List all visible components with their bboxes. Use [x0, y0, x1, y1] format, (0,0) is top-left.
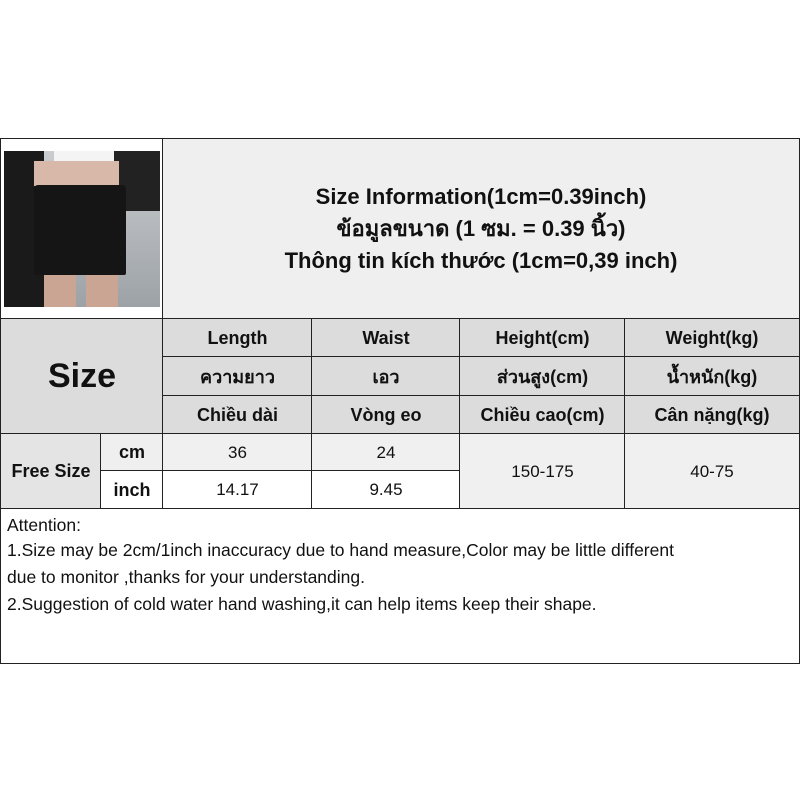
waist-inch: 9.45: [311, 470, 461, 510]
header-length-vi: Chiều dài: [162, 395, 313, 435]
size-information-title: Size Information(1cm=0.39inch) ข้อมูลขนา…: [162, 138, 800, 320]
note-1-continued: due to monitor ,thanks for your understa…: [7, 567, 365, 587]
header-height-th: ส่วนสูง(cm): [459, 356, 626, 397]
header-waist-th: เอว: [311, 356, 461, 397]
length-cm: 36: [162, 433, 313, 472]
weight-range: 40-75: [624, 433, 800, 510]
note-1: 1.Size may be 2cm/1inch inaccuracy due t…: [7, 540, 674, 560]
header-length-en: Length: [162, 318, 313, 358]
product-photo-cell: [0, 138, 164, 320]
unit-cm: cm: [100, 433, 164, 472]
free-size-label: Free Size: [0, 433, 102, 510]
title-thai: ข้อมูลขนาด (1 ซม. = 0.39 นิ้ว): [336, 216, 626, 241]
header-waist-vi: Vòng eo: [311, 395, 461, 435]
height-range: 150-175: [459, 433, 626, 510]
note-2: 2.Suggestion of cold water hand washing,…: [7, 594, 597, 614]
header-waist-en: Waist: [311, 318, 461, 358]
title-vietnamese: Thông tin kích thước (1cm=0,39 inch): [284, 248, 678, 273]
header-weight-vi: Cân nặng(kg): [624, 395, 800, 435]
header-weight-en: Weight(kg): [624, 318, 800, 358]
header-weight-th: น้ำหนัก(kg): [624, 356, 800, 397]
header-height-vi: Chiều cao(cm): [459, 395, 626, 435]
length-inch: 14.17: [162, 470, 313, 510]
attention-notes: Attention: 1.Size may be 2cm/1inch inacc…: [0, 508, 800, 664]
header-length-th: ความยาว: [162, 356, 313, 397]
title-english: Size Information(1cm=0.39inch): [315, 184, 647, 209]
waist-cm: 24: [311, 433, 461, 472]
header-height-en: Height(cm): [459, 318, 626, 358]
unit-inch: inch: [100, 470, 164, 510]
product-photo: [4, 151, 160, 307]
notes-heading: Attention:: [7, 515, 81, 535]
size-header: Size: [0, 318, 164, 435]
